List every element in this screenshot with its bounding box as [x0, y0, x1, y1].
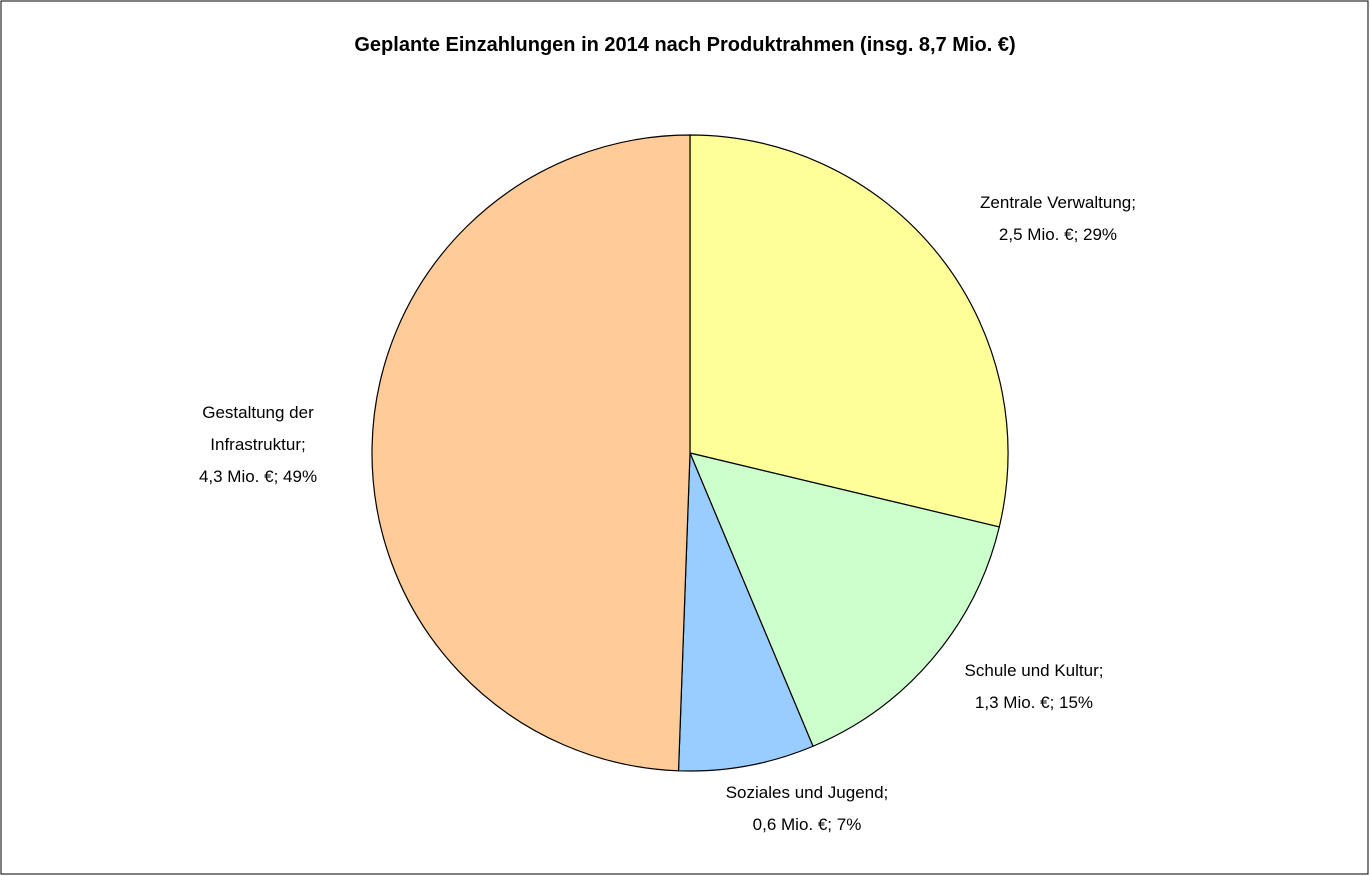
pie-slice [677, 452, 814, 772]
data-label: Schule und Kultur; 1,3 Mio. €; 15% [965, 655, 1104, 719]
category-label: Zentrale Verwaltung; [980, 193, 1136, 212]
data-label: Zentrale Verwaltung; 2,5 Mio. €; 29% [980, 187, 1136, 251]
value-label: 2,5 Mio. €; 29% [998, 225, 1118, 244]
category-label: Schule und Kultur; [964, 661, 1104, 680]
category-label: Soziales und Jugend; [725, 783, 889, 802]
value-label: 4,3 Mio. €; 49% [198, 467, 318, 486]
value-label: 1,3 Mio. €; 15% [974, 693, 1094, 712]
pie-slice [689, 134, 1009, 528]
chart-title: Geplante Einzahlungen in 2014 nach Produ… [354, 34, 1016, 56]
category-label: Gestaltung der Infrastruktur; [202, 403, 314, 454]
pie-slice [688, 452, 1001, 748]
value-label: 0,6 Mio. €; 7% [752, 815, 862, 834]
data-label: Gestaltung der Infrastruktur; 4,3 Mio. €;… [188, 397, 328, 493]
pie-slice [371, 134, 691, 772]
data-label: Soziales und Jugend; 0,6 Mio. €; 7% [726, 777, 889, 841]
